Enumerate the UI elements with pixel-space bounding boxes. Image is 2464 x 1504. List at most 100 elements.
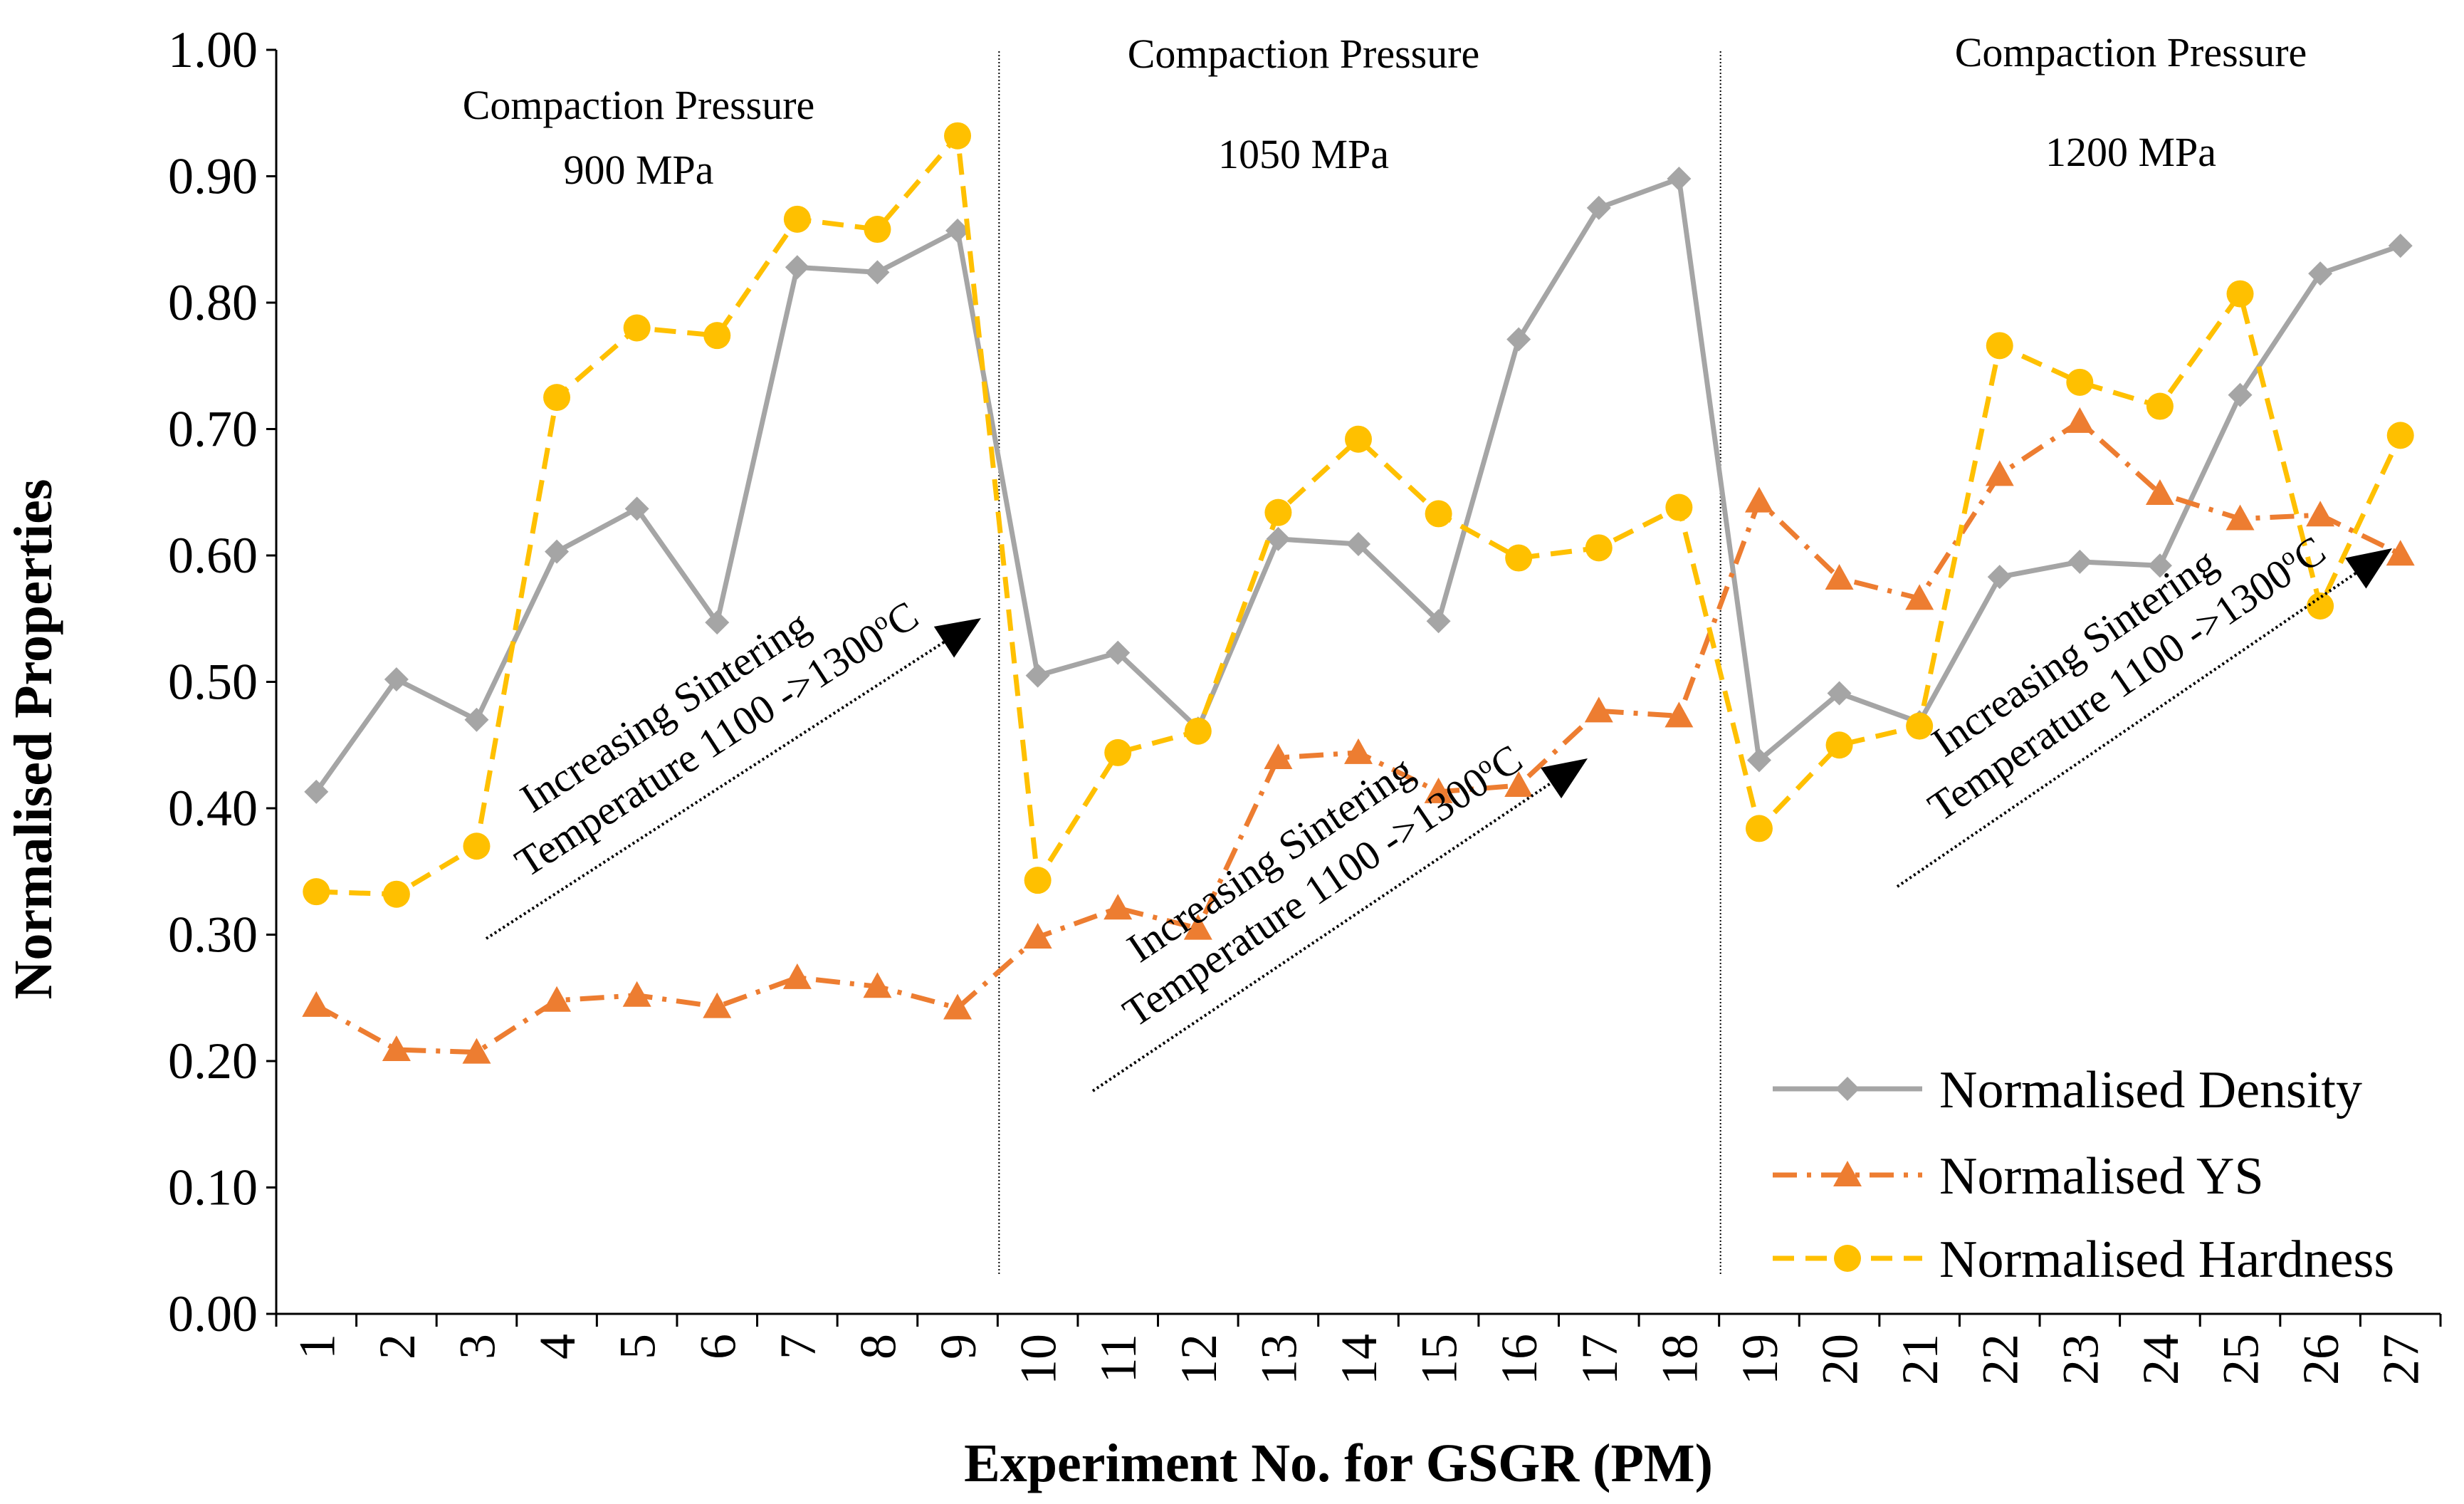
x-tick-label: 7 <box>770 1334 827 1359</box>
data-point-hardness <box>1104 738 1132 766</box>
group-pressure-1: 900 MPa <box>563 147 713 193</box>
group-labels: Compaction Pressure 900 MPa Compaction Pre… <box>463 29 2307 193</box>
group-title-2: Compaction Pressure <box>1128 31 1480 77</box>
annotation-arrow-head <box>933 618 981 658</box>
data-point-ys <box>2065 407 2095 433</box>
y-tick-label: 0.80 <box>168 274 258 331</box>
annotation-line-2: Temperature 1100 ->1300oC <box>506 590 926 886</box>
data-point-ys <box>1504 771 1534 798</box>
data-point-hardness <box>1264 498 1292 526</box>
data-point-density <box>1025 663 1050 688</box>
annotation-line-2: Temperature 1100 ->1300oC <box>1114 734 1531 1036</box>
x-tick-label: 26 <box>2292 1334 2349 1385</box>
data-point-density <box>1667 167 1692 192</box>
x-tick-label: 14 <box>1331 1334 1388 1385</box>
data-point-ys <box>863 972 892 998</box>
data-point-hardness <box>1024 867 1052 894</box>
data-point-ys <box>1905 584 1934 610</box>
y-axis-ticks: 0.00 0.10 0.20 0.30 0.40 0.50 0.60 0.70 0.80 0.90… <box>168 21 276 1342</box>
data-point-density <box>1987 565 2012 590</box>
x-tick-label: 19 <box>1731 1334 1788 1385</box>
x-axis-ticks: 1 2 3 4 5 6 7 8 9 10 11 12 13 14 15 16 17 18 19 20 21 22 23 24 2… <box>275 1314 2442 1385</box>
y-axis-label: Normalised Properties <box>4 479 63 1000</box>
data-point-density <box>785 255 809 280</box>
data-point-hardness <box>2307 592 2334 620</box>
x-tick-label: 21 <box>1892 1334 1949 1385</box>
data-point-hardness <box>2226 280 2254 308</box>
x-tick-label: 4 <box>529 1334 586 1359</box>
data-point-hardness <box>944 122 972 150</box>
data-point-ys <box>2226 504 2255 531</box>
data-point-ys <box>622 981 651 1007</box>
annotation-arrow-head <box>1541 758 1588 799</box>
data-point-ys <box>1664 701 1694 728</box>
x-tick-label: 15 <box>1411 1334 1468 1385</box>
data-point-density <box>1266 526 1291 551</box>
x-tick-label: 11 <box>1090 1334 1147 1383</box>
data-point-hardness <box>1585 534 1613 562</box>
data-point-density <box>865 260 890 285</box>
data-point-density <box>2388 234 2413 258</box>
legend-swatch-marker <box>1834 1245 1861 1272</box>
data-point-ys <box>703 992 732 1018</box>
group-pressure-3: 1200 MPa <box>2045 129 2216 175</box>
annotation-arrow-head <box>2345 548 2392 589</box>
y-tick-label: 0.00 <box>168 1285 258 1342</box>
data-point-hardness <box>1345 425 1372 453</box>
data-point-ys <box>462 1038 491 1064</box>
x-tick-label: 24 <box>2132 1334 2189 1385</box>
data-point-hardness <box>703 322 731 350</box>
data-point-density <box>545 539 570 564</box>
data-point-hardness <box>1665 494 1693 521</box>
annotation-arrow-line <box>1091 777 1559 1092</box>
y-tick-label: 0.10 <box>168 1159 258 1216</box>
x-tick-label: 13 <box>1250 1334 1307 1385</box>
data-point-ys <box>782 963 812 989</box>
x-tick-label: 22 <box>1972 1334 2029 1385</box>
x-tick-label: 16 <box>1491 1334 1548 1385</box>
x-tick-label: 25 <box>2213 1334 2270 1385</box>
x-tick-label: 17 <box>1571 1334 1628 1385</box>
x-tick-label: 8 <box>849 1334 906 1359</box>
legend-item-hardness: Normalised Hardness <box>1773 1231 2394 1289</box>
x-tick-label: 3 <box>449 1334 505 1359</box>
data-point-ys <box>1985 460 2014 486</box>
series-ys <box>302 407 2415 1064</box>
data-point-density <box>1586 195 1611 220</box>
data-point-hardness <box>463 832 491 860</box>
data-point-ys <box>1023 923 1052 949</box>
data-point-hardness <box>2386 422 2414 449</box>
y-tick-label: 0.30 <box>168 907 258 964</box>
data-point-hardness <box>382 880 410 908</box>
data-point-ys <box>1584 696 1613 723</box>
x-tick-label: 5 <box>609 1334 666 1359</box>
data-point-hardness <box>783 205 811 233</box>
x-tick-label: 2 <box>369 1334 426 1359</box>
data-point-hardness <box>864 216 891 244</box>
y-tick-label: 0.20 <box>168 1033 258 1090</box>
data-point-density <box>1746 748 1771 773</box>
x-tick-label: 10 <box>1010 1334 1067 1385</box>
data-point-hardness <box>303 878 330 906</box>
data-point-hardness <box>1505 544 1533 572</box>
data-point-hardness <box>623 314 651 342</box>
y-tick-label: 0.90 <box>168 148 258 205</box>
legend-label: Normalised YS <box>1939 1147 2264 1206</box>
data-point-hardness <box>1906 712 1934 740</box>
data-point-hardness <box>1745 815 1773 842</box>
group-title-1: Compaction Pressure <box>463 82 815 128</box>
x-tick-label: 6 <box>689 1334 746 1359</box>
legend-swatch-marker <box>1833 1161 1862 1186</box>
series-density <box>304 167 2413 804</box>
legend-item-density: Normalised Density <box>1773 1061 2362 1119</box>
data-point-hardness <box>1184 717 1212 745</box>
data-point-density <box>1506 327 1531 352</box>
annotation-line-2: Temperature 1100 ->1300oC <box>1919 526 2334 830</box>
x-tick-label: 9 <box>930 1334 987 1359</box>
data-point-density <box>1106 640 1131 665</box>
data-point-ys <box>1744 486 1773 513</box>
x-tick-label: 12 <box>1170 1334 1227 1385</box>
